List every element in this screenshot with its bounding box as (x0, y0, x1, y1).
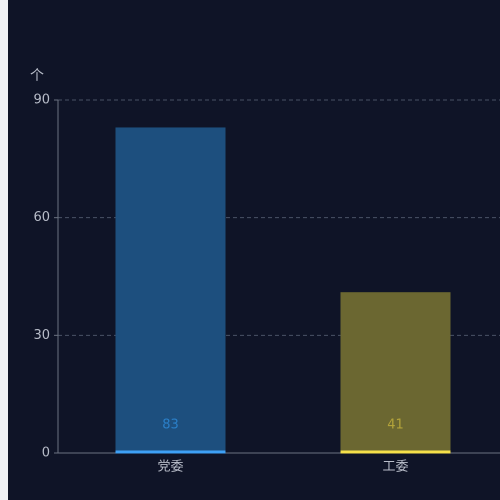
bar (340, 292, 451, 453)
y-axis-label: 个 (30, 68, 44, 84)
chart: 个 0 30 60 90 党委 83 工委 41 (8, 0, 500, 500)
y-tick-label: 90 (33, 93, 50, 108)
y-tick-label: 60 (33, 210, 50, 225)
x-tick-label: 工委 (382, 460, 408, 475)
x-tick-label: 党委 (157, 460, 183, 475)
value-label: 83 (162, 418, 179, 433)
bar (115, 127, 226, 453)
value-label: 41 (387, 418, 404, 433)
y-tick-label: 30 (33, 328, 50, 343)
y-tick-label: 0 (42, 446, 50, 461)
